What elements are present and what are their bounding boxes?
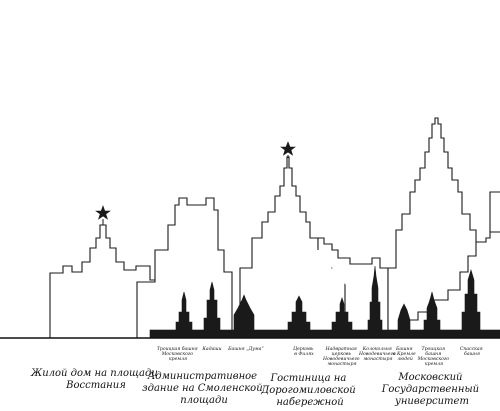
building-university-rightedge: [489, 191, 500, 232]
label-nadvratnaya: Надвратная церковь Новодевичьего монасты…: [322, 346, 361, 367]
label-dorogomilovskaya: Гостиница на Дорогомиловской набережной: [260, 373, 359, 408]
building-labels: Жилой дом на площади Восстания Администр…: [30, 368, 483, 408]
label-smolenskaya: Административное здание на Смоленской пл…: [142, 371, 266, 406]
label-troitskaya: Троицкая башня Московского кремля: [157, 345, 199, 362]
label-kadashi: Кадаши: [201, 346, 221, 352]
landmark-labels: Троицкая башня Московского кремля Кадаши…: [157, 345, 484, 367]
label-bashnya-duma: Башня „Дума“: [227, 345, 264, 352]
label-university: Московский Государственный университет: [381, 372, 483, 407]
building-vosstaniya-outline: [49, 224, 159, 339]
label-bashnya-kremlin: Башня в Кремле людей: [393, 346, 417, 362]
building-university-wing: [401, 242, 477, 338]
building-university-outline: [387, 117, 500, 338]
star-icon: [95, 205, 111, 225]
landmark-silhouettes: [149, 265, 500, 339]
label-kolokolnya: Колокольня Новодевичьего монастыря: [358, 346, 397, 362]
label-tserkov-fili: Церковь в Филях: [293, 346, 315, 357]
label-spasskaya: Спасская башня: [460, 346, 484, 357]
label-troitskaya2: Троицкая башня Московского кремля: [417, 346, 451, 367]
star-icon: [280, 141, 296, 158]
label-vosstaniya: Жилой дом на площади Восстания: [30, 368, 161, 391]
